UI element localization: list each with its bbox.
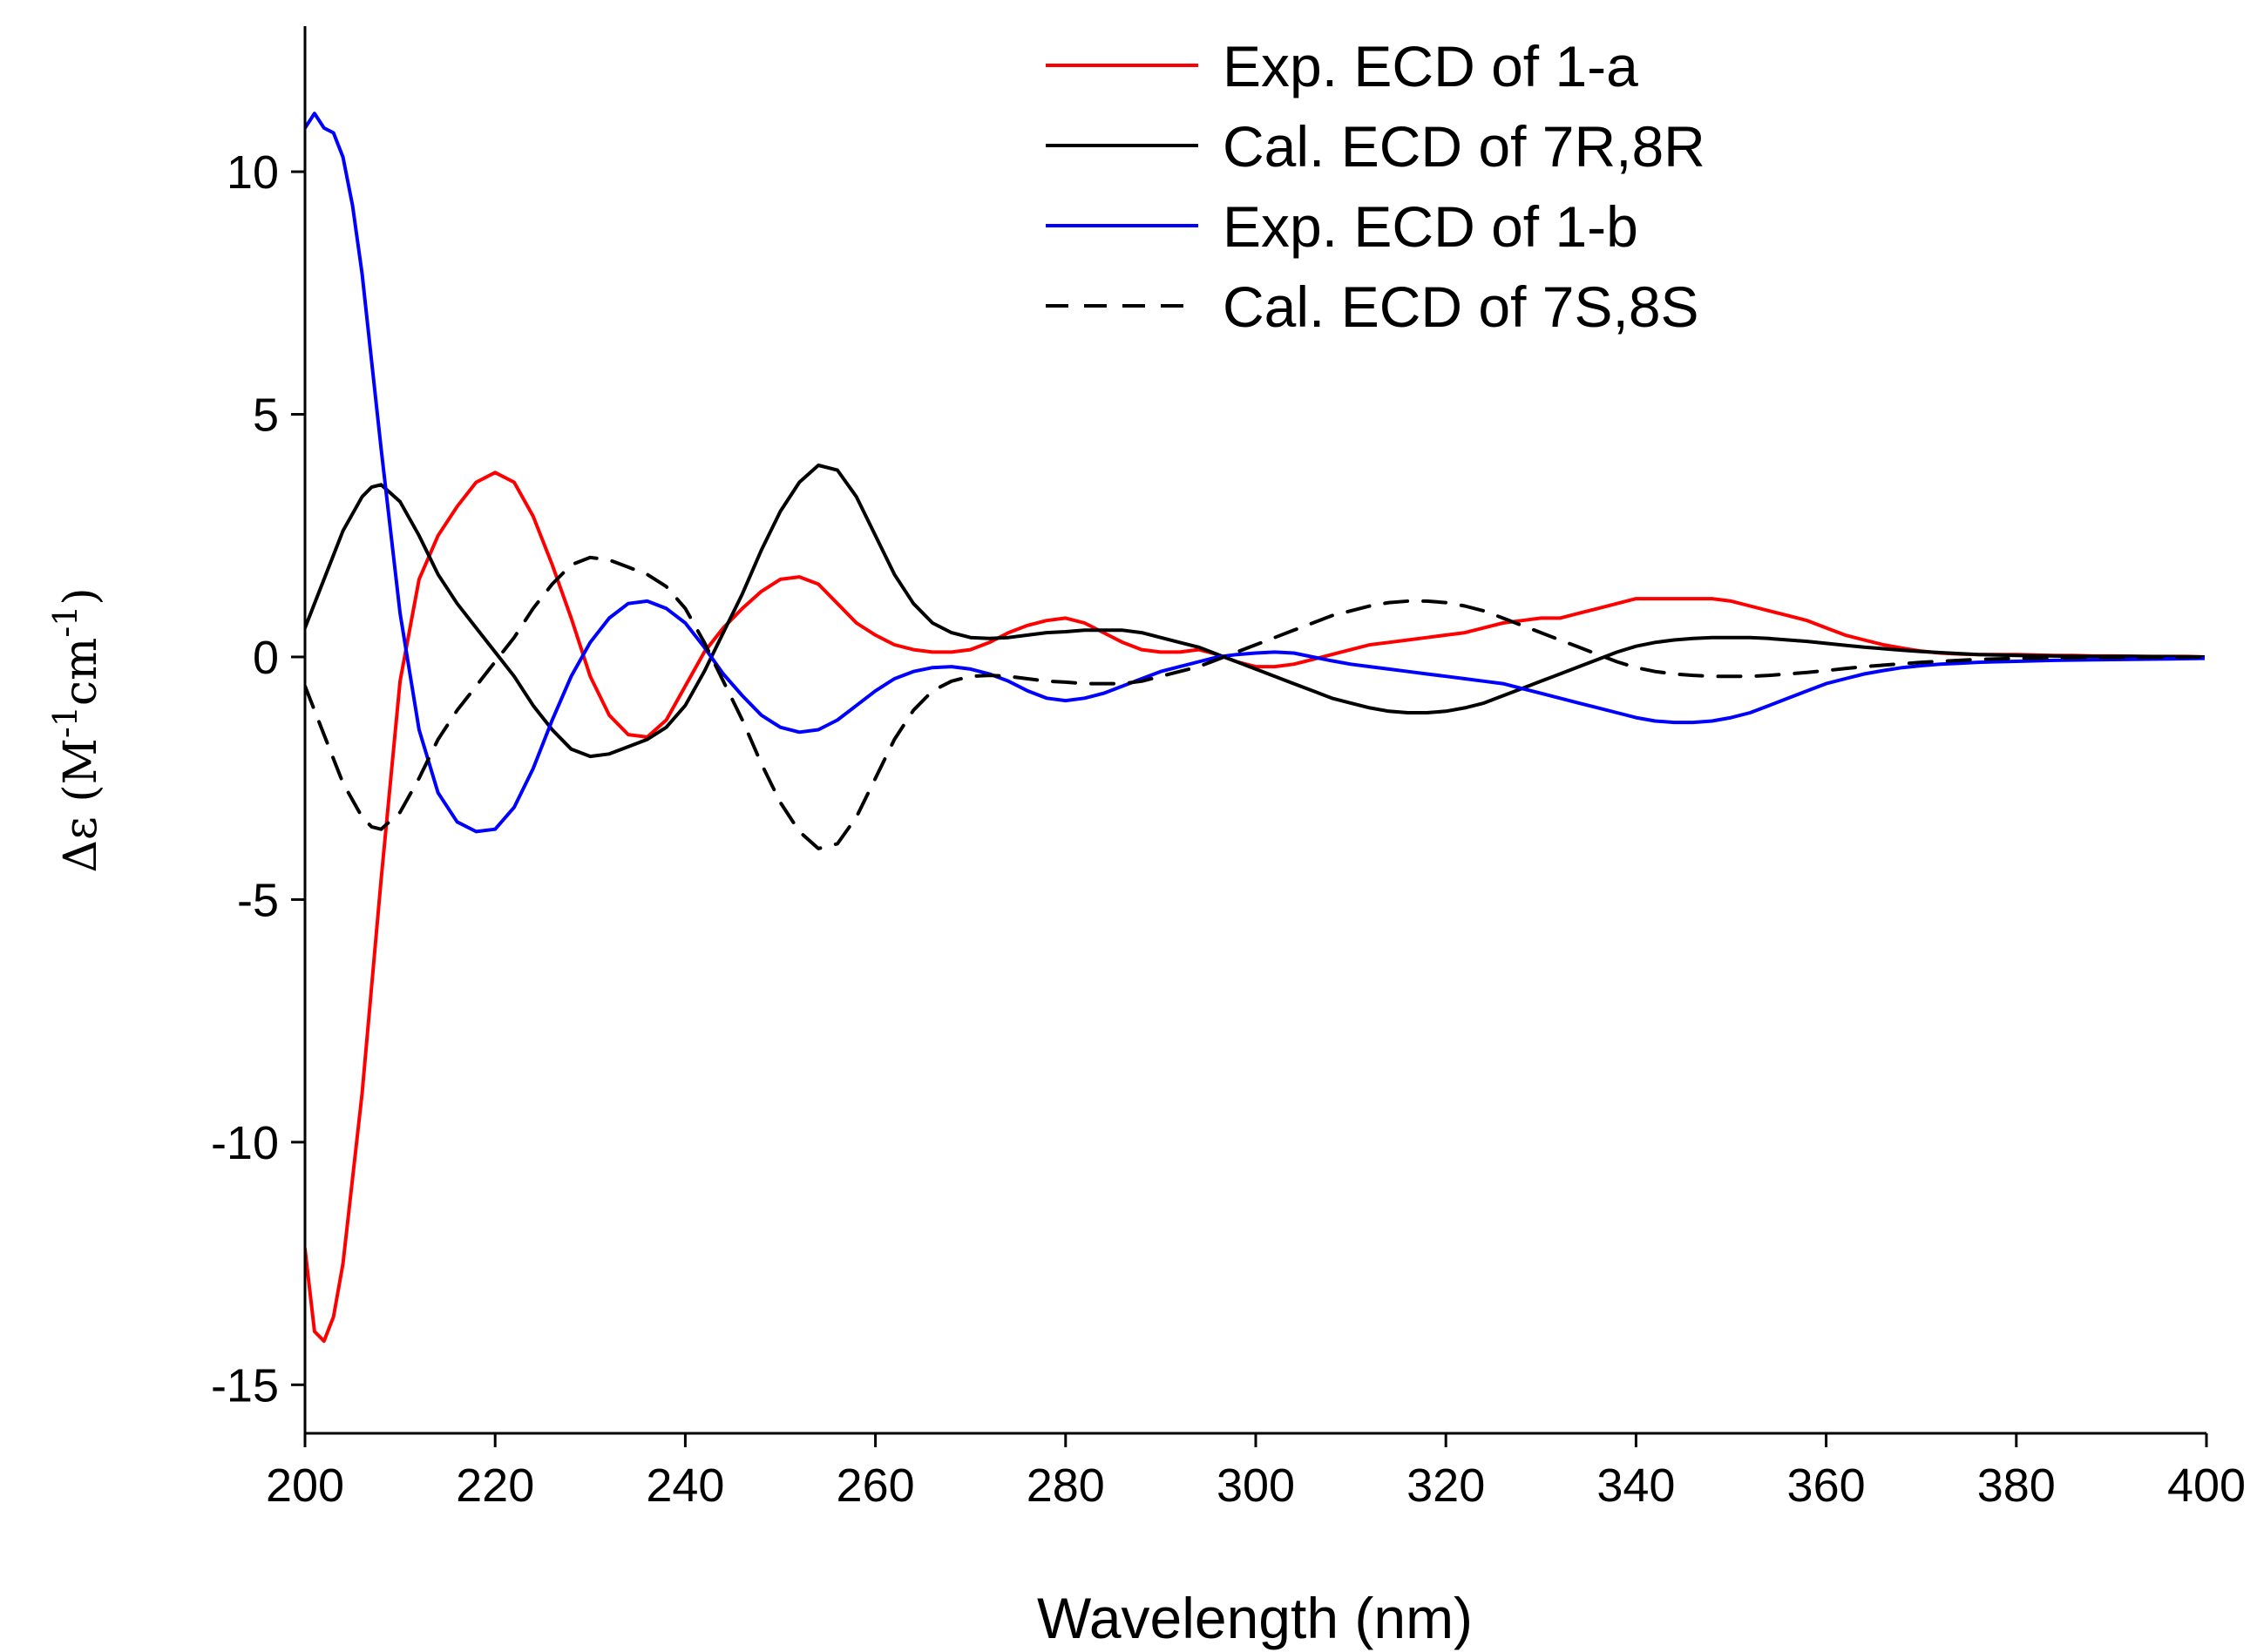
y-axis-title-mid: cm: [55, 638, 107, 706]
x-tick-label: 200: [266, 1459, 344, 1512]
x-tick-label: 280: [1027, 1459, 1105, 1512]
y-tick-label: -15: [211, 1359, 279, 1412]
series-layer: [305, 112, 2205, 1344]
x-tick-label: 360: [1787, 1459, 1866, 1512]
x-tick-label: 260: [837, 1459, 915, 1512]
series-line-1: [305, 471, 2205, 1344]
y-axis-title-sup2: -1: [46, 606, 85, 638]
legend-label: Cal. ECD of 7R,8R: [1223, 114, 1705, 179]
y-tick-label: -10: [211, 1117, 279, 1169]
legend-label: Exp. ECD of 1-a: [1223, 34, 1638, 98]
y-axis-title-suffix: ): [55, 587, 107, 605]
x-tick-label: 300: [1217, 1459, 1295, 1512]
x-axis-title: Wavelength (nm): [1037, 1586, 1473, 1650]
y-axis-title: Δε (M-1cm-1): [46, 587, 107, 872]
y-ticks: -15 -10 -5 0 5 10: [211, 146, 305, 1412]
y-tick-label: 5: [253, 389, 279, 442]
series-line-2: [305, 464, 2205, 759]
series-line-3: [305, 112, 2205, 834]
x-tick-label: 240: [646, 1459, 724, 1512]
y-axis-title-prefix: Δε (M: [55, 738, 107, 873]
series-line-4: [305, 555, 2205, 850]
x-tick-label: 340: [1596, 1459, 1675, 1512]
x-tick-label: 400: [2167, 1459, 2246, 1512]
x-ticks: 200 220 240 260 280 300 320 340 360 380 400: [266, 1433, 2246, 1512]
x-tick-label: 320: [1406, 1459, 1485, 1512]
legend: Exp. ECD of 1-a Cal. ECD of 7R,8R Exp. ECD…: [1046, 34, 1705, 339]
y-tick-label: 0: [253, 632, 279, 684]
legend-label: Exp. ECD of 1-b: [1223, 194, 1638, 259]
legend-label: Cal. ECD of 7S,8S: [1223, 274, 1699, 339]
x-tick-label: 380: [1977, 1459, 2056, 1512]
y-tick-label: -5: [237, 874, 279, 926]
x-tick-label: 220: [456, 1459, 534, 1512]
y-axis-title-sup1: -1: [46, 706, 85, 738]
y-tick-label: 10: [227, 146, 279, 199]
